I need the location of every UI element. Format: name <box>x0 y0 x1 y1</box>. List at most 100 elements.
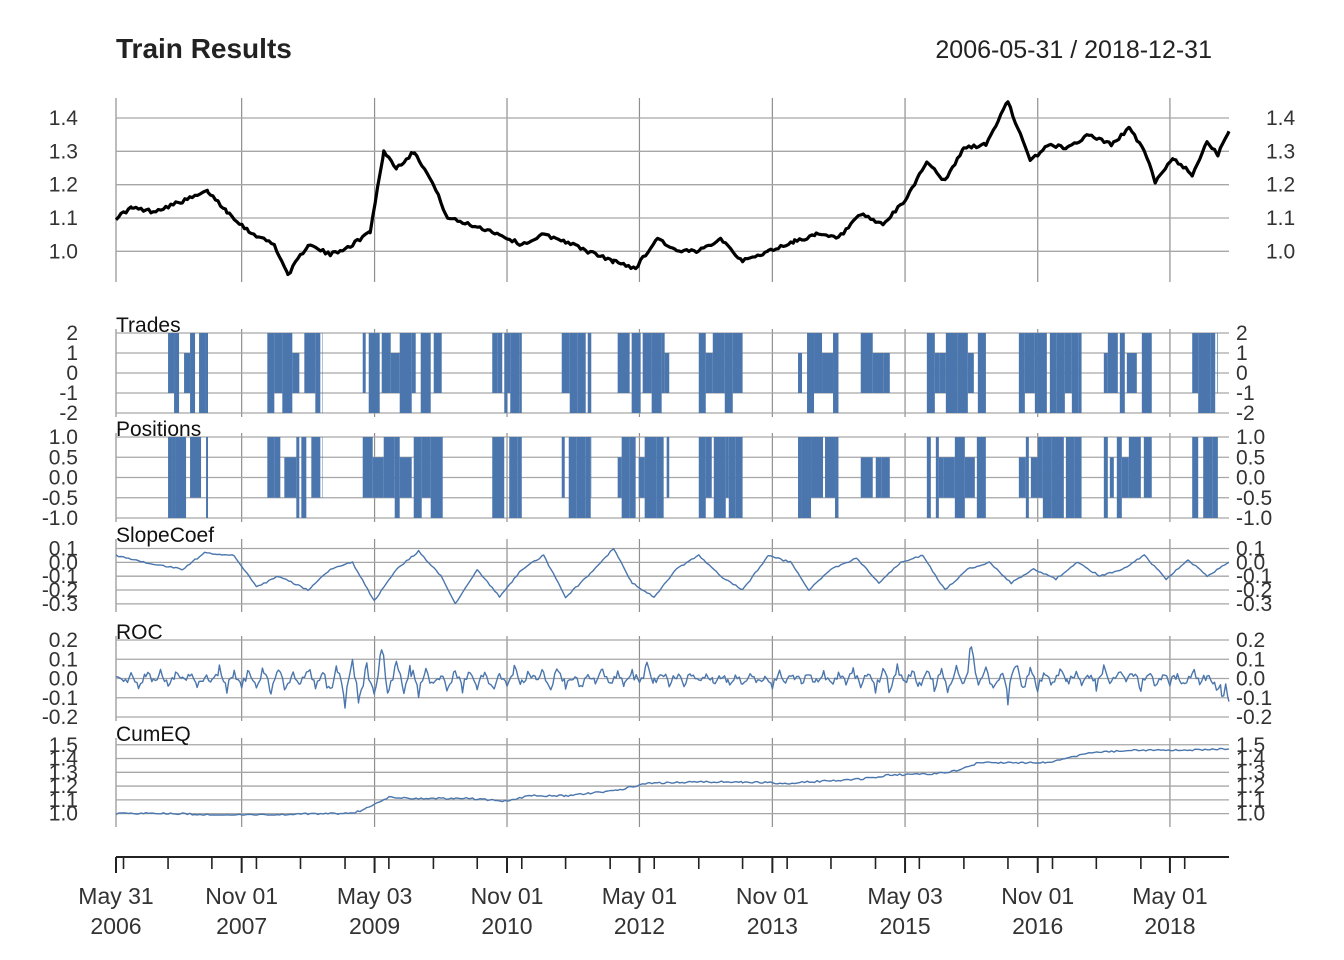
bar <box>926 333 935 413</box>
bar <box>1064 333 1072 393</box>
y-tick-label-right: 1.5 <box>1236 734 1265 757</box>
y-tick-label-right: -0.3 <box>1236 593 1272 616</box>
bar <box>822 353 834 393</box>
bar <box>1018 333 1025 413</box>
bar <box>656 437 664 518</box>
bar <box>1018 457 1026 498</box>
bar <box>311 437 321 498</box>
y-tick-label-right: 2 <box>1236 322 1248 345</box>
y-tick-label-left: -0.2 <box>42 579 78 602</box>
y-tick-label-left: 1.5 <box>49 734 78 757</box>
y-tick-label-right: 1.4 <box>1266 107 1296 130</box>
y-tick-label-left: 0.0 <box>49 551 78 574</box>
bar <box>372 457 384 498</box>
bar <box>587 333 592 413</box>
x-tick-year: 2006 <box>90 913 141 939</box>
x-tick-year: 2012 <box>614 913 665 939</box>
bar <box>875 457 882 498</box>
y-tick-label-right: 0 <box>1236 362 1248 385</box>
y-tick-label-left: 1.2 <box>49 775 78 798</box>
bar <box>638 457 645 498</box>
x-tick-label: Nov 01 <box>736 883 809 909</box>
x-tick-label: May 01 <box>1132 883 1207 909</box>
bar <box>284 457 297 498</box>
bar <box>433 333 442 393</box>
y-tick-label-right: -2 <box>1236 402 1255 425</box>
bar <box>1192 333 1199 393</box>
panel-cumeq: 1.0 1.01.1 1.11.2 1.21.3 1.31.4 1.41.5 1.5CumE… <box>49 723 1266 827</box>
bar <box>492 437 505 518</box>
bar <box>833 333 839 413</box>
bar <box>1198 333 1211 413</box>
y-tick-label-left: 0.2 <box>49 629 78 652</box>
bar <box>1049 333 1057 413</box>
bar <box>1051 437 1064 518</box>
y-tick-label-left: 0.1 <box>49 538 78 561</box>
bar <box>664 353 670 393</box>
bar <box>814 333 823 393</box>
bar <box>399 457 412 498</box>
y-tick-label-right: 1.1 <box>1266 207 1295 230</box>
bar <box>576 437 586 518</box>
y-tick-label-left: -2 <box>59 402 78 425</box>
bar <box>1024 333 1035 393</box>
date-range: 2006-05-31 / 2018-12-31 <box>935 36 1212 64</box>
bar <box>666 437 670 498</box>
bar <box>394 437 400 518</box>
y-tick-label-left: -0.2 <box>42 706 78 729</box>
bar <box>430 437 443 518</box>
y-tick-label-left: 1.0 <box>49 240 78 263</box>
bar <box>1192 437 1199 518</box>
bar <box>872 353 884 393</box>
bar <box>1116 437 1122 518</box>
bar <box>569 333 578 413</box>
bar <box>267 437 275 498</box>
bar <box>399 333 412 413</box>
bar <box>811 437 824 498</box>
y-tick-label-left: 0.1 <box>49 648 78 671</box>
bar <box>860 457 873 498</box>
bar <box>939 353 946 393</box>
bar <box>698 437 706 518</box>
x-tick-label: May 03 <box>337 883 412 909</box>
y-tick-label-left: 1.3 <box>49 761 78 784</box>
bar <box>504 333 508 413</box>
x-tick-year: 2015 <box>879 913 930 939</box>
bar <box>174 333 180 413</box>
bar <box>1074 437 1082 518</box>
bar <box>282 333 293 413</box>
y-tick-label-right: -1 <box>1236 382 1255 405</box>
x-tick-label: Nov 01 <box>205 883 278 909</box>
bar <box>510 333 520 413</box>
bar <box>938 457 944 498</box>
series-line <box>115 646 1230 709</box>
bar <box>807 333 815 413</box>
y-tick-label-left: 1.4 <box>49 748 79 771</box>
bar <box>561 333 570 393</box>
y-tick-label-left: 0.0 <box>49 467 78 490</box>
bar <box>735 437 743 518</box>
bar <box>517 437 522 518</box>
bar <box>205 333 209 413</box>
y-tick-label-left: 1.0 <box>49 426 78 449</box>
x-tick-year: 2018 <box>1144 913 1195 939</box>
bar <box>621 437 630 518</box>
bar <box>629 437 636 518</box>
bar <box>801 437 812 518</box>
bar <box>315 333 321 413</box>
bar <box>725 437 729 498</box>
y-tick-label-right: 1.2 <box>1266 174 1295 197</box>
bar <box>1128 437 1141 498</box>
bar <box>1143 437 1152 498</box>
bar <box>860 333 873 393</box>
bar <box>1109 457 1114 498</box>
bar <box>362 333 366 393</box>
bar <box>631 333 641 413</box>
bar <box>934 353 940 393</box>
bar <box>492 333 498 393</box>
bar <box>577 333 586 413</box>
bar <box>825 437 836 498</box>
x-tick-label: May 01 <box>602 883 677 909</box>
bar <box>175 437 187 518</box>
